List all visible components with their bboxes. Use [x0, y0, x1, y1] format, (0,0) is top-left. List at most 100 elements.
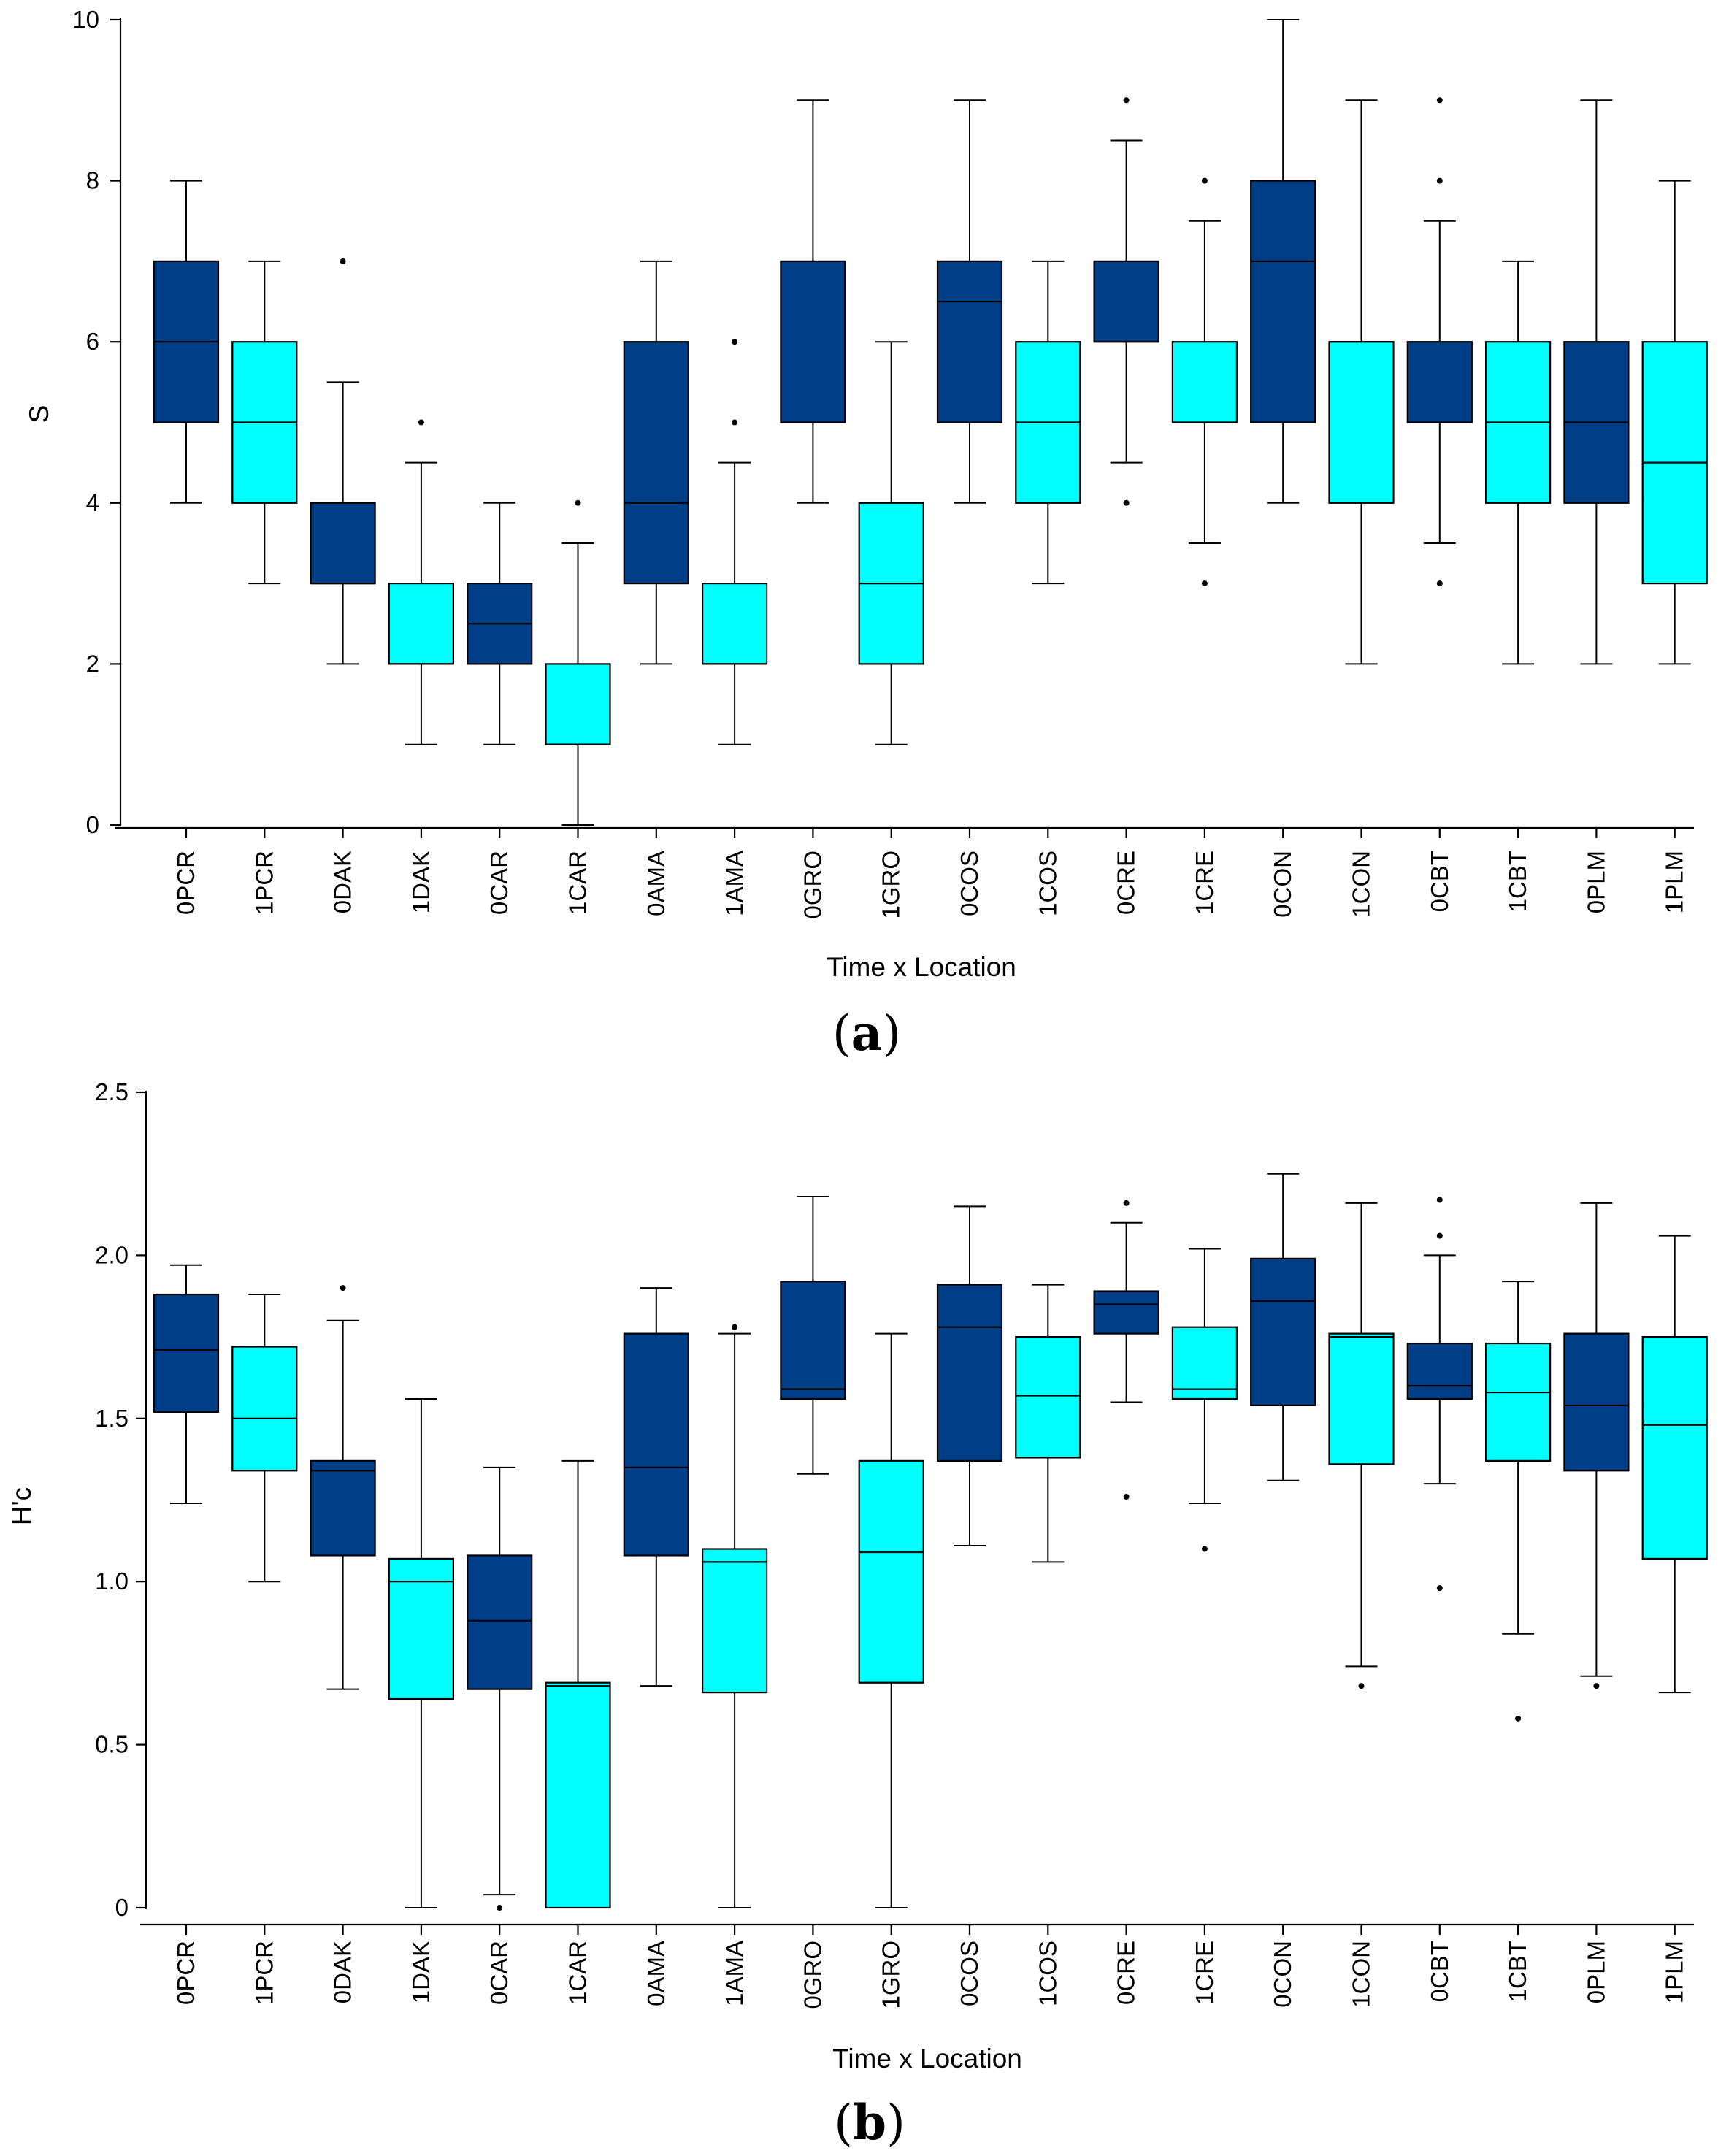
panel-a-label: (a): [832, 1005, 901, 1062]
panel-b-y-tick-label: 2.0: [95, 1241, 129, 1268]
panel-a-label-letter: a: [851, 1005, 883, 1062]
panel-a-1dak-box: [388, 582, 455, 665]
panel-b-1cos-box: [1015, 1335, 1081, 1459]
panel-b-1gro-category-label: 1GRO: [878, 1941, 905, 2009]
panel-b-0cre-category-label: 0CRE: [1113, 1941, 1140, 2005]
panel-a-0con-box: [1250, 180, 1316, 423]
panel-a-0gro-box: [780, 260, 846, 423]
panel-b-y-tick-label: 1.5: [95, 1405, 129, 1432]
panel-a-1gro-category-label: 1GRO: [878, 851, 905, 919]
panel-a-y-tick-label: 10: [72, 6, 99, 33]
panel-a-1car-box: [545, 663, 611, 745]
panel-b-label-letter: b: [853, 2094, 886, 2151]
panel-b-1dak-category-label: 1DAK: [407, 1941, 434, 2003]
panel-a-0con-category-label: 0CON: [1269, 851, 1296, 918]
panel-a-0cos-category-label: 0COS: [956, 851, 983, 916]
panel-b-0cos-category-label: 0COS: [956, 1941, 983, 2006]
panel-a-1plm-category-label: 1PLM: [1661, 851, 1688, 913]
panel-a-1ama-outlier: [732, 419, 738, 426]
panel-b-1cbt-outlier: [1515, 1715, 1522, 1722]
panel-a-1cre-category-label: 1CRE: [1191, 851, 1218, 915]
panel-a-y-tick-label: 0: [86, 811, 99, 838]
panel-b-0car-outlier: [497, 1905, 503, 1911]
panel-b-0dak-outlier: [340, 1285, 346, 1292]
panel-b-0cre-outlier: [1123, 1494, 1130, 1500]
panel-a-0plm-category-label: 0PLM: [1582, 851, 1609, 913]
panel-b-1cre-category-label: 1CRE: [1191, 1941, 1218, 2005]
panel-b: 0 0.5 1.0 1.5 2.0 2.5 0PCR 1PCR 0DAK 1DAK 0CAR 1CAR…: [7, 1078, 1708, 2151]
panel-b-1gro-box: [858, 1459, 924, 1684]
panel-b-y-tick-label: 0: [115, 1894, 129, 1921]
panel-b-1con-category-label: 1CON: [1348, 1941, 1375, 2008]
panel-a-1con-category-label: 1CON: [1348, 851, 1375, 918]
panel-b-0car-category-label: 0CAR: [486, 1941, 513, 2005]
panel-a-1cre-outlier: [1201, 177, 1208, 184]
panel-a-0cbt-outlier: [1436, 177, 1443, 184]
panel-a-1ama-outlier: [732, 339, 738, 345]
panel-a-1pcr-category-label: 1PCR: [250, 851, 277, 915]
panel-b-1cbt-category-label: 1CBT: [1504, 1941, 1531, 2002]
panel-a-y-tick-label: 6: [86, 328, 99, 355]
panel-b-1cos-category-label: 1COS: [1034, 1941, 1061, 2006]
panel-a-y-tick-label: 2: [86, 650, 99, 677]
panel-b-1cbt-box: [1484, 1342, 1552, 1462]
panel-b-0cbt-outlier: [1436, 1585, 1443, 1592]
panel-b-0gro-category-label: 0GRO: [799, 1941, 826, 2009]
panel-b-0cre-box: [1093, 1290, 1159, 1335]
panel-b-0plm-box: [1563, 1332, 1630, 1472]
panel-b-1plm-box: [1641, 1335, 1708, 1560]
panel-a-1car-outlier: [575, 499, 581, 506]
panel-b-0cbt-category-label: 0CBT: [1426, 1941, 1453, 2002]
panel-b-0car-box: [467, 1554, 533, 1690]
panel-a-1dak-category-label: 1DAK: [407, 851, 434, 913]
panel-a-0cre-box: [1093, 260, 1159, 343]
panel-a-0car-category-label: 0CAR: [486, 851, 513, 915]
panel-b-y-tick-label: 1.0: [95, 1568, 129, 1595]
panel-b-0con-box: [1250, 1257, 1316, 1407]
panel-a-y-tick-label: 8: [86, 167, 99, 194]
panel-a-1cos-category-label: 1COS: [1034, 851, 1061, 916]
panel-b-0cre-outlier: [1123, 1200, 1130, 1206]
panel-a-0dak-category-label: 0DAK: [329, 851, 356, 913]
panel-a-x-axis-title: Time x Location: [827, 952, 1016, 982]
panel-b-0plm-outlier: [1593, 1683, 1600, 1689]
panel-b-1pcr-box: [231, 1346, 298, 1472]
panel-a-0pcr-category-label: 0PCR: [172, 851, 199, 915]
panel-b-y-tick-label: 0.5: [95, 1731, 129, 1758]
panel-b-0cbt-outlier: [1436, 1232, 1443, 1239]
panel-b-0dak-box: [310, 1459, 376, 1557]
panel-b-1ama-category-label: 1AMA: [721, 1941, 748, 2006]
panel-b-0gro-box: [780, 1281, 846, 1400]
panel-b-0cos-box: [936, 1284, 1003, 1462]
panel-b-1ama-outlier: [732, 1324, 738, 1330]
panel-a-0cbt-outlier: [1436, 97, 1443, 104]
panel-b-y-axis-title: H'c: [7, 1487, 37, 1525]
panel-b-marks: 0 0.5 1.0 1.5 2.0 2.5 0PCR 1PCR 0DAK 1DAK 0CAR 1CAR…: [95, 1078, 1708, 2009]
panel-b-1cre-outlier: [1201, 1546, 1208, 1552]
panel-a-0dak-outlier: [340, 258, 346, 264]
panel-a-0cbt-category-label: 0CBT: [1426, 851, 1453, 912]
panel-a-0cbt-box: [1406, 341, 1473, 423]
panel-b-0ama-box: [623, 1332, 689, 1557]
panel-b-label: (b): [834, 2094, 905, 2151]
panel-a-1con-box: [1328, 341, 1395, 504]
panel-a-y-axis-title: S: [24, 405, 54, 423]
panel-b-1pcr-category-label: 1PCR: [250, 1941, 277, 2005]
panel-a-0cre-outlier: [1123, 499, 1130, 506]
panel-a-0cre-outlier: [1123, 97, 1130, 104]
panel-a-1cbt-category-label: 1CBT: [1504, 851, 1531, 912]
panel-a-1car-category-label: 1CAR: [564, 851, 591, 915]
panel-b-1dak-box: [388, 1557, 455, 1700]
panel-b-0pcr-box: [153, 1293, 220, 1413]
panel-b-0pcr-category-label: 0PCR: [172, 1941, 199, 2005]
panel-a-1ama-box: [701, 582, 768, 665]
panel-b-1car-box: [545, 1681, 611, 1909]
panel-a-1cre-box: [1171, 341, 1238, 423]
panel-a-0cbt-outlier: [1436, 580, 1443, 587]
panel-a-0dak-box: [310, 502, 376, 585]
panel-b-1con-box: [1328, 1332, 1395, 1465]
panel-a-0ama-category-label: 0AMA: [643, 851, 670, 916]
panel-b-0dak-category-label: 0DAK: [329, 1941, 356, 2003]
panel-a-0cre-category-label: 0CRE: [1113, 851, 1140, 915]
